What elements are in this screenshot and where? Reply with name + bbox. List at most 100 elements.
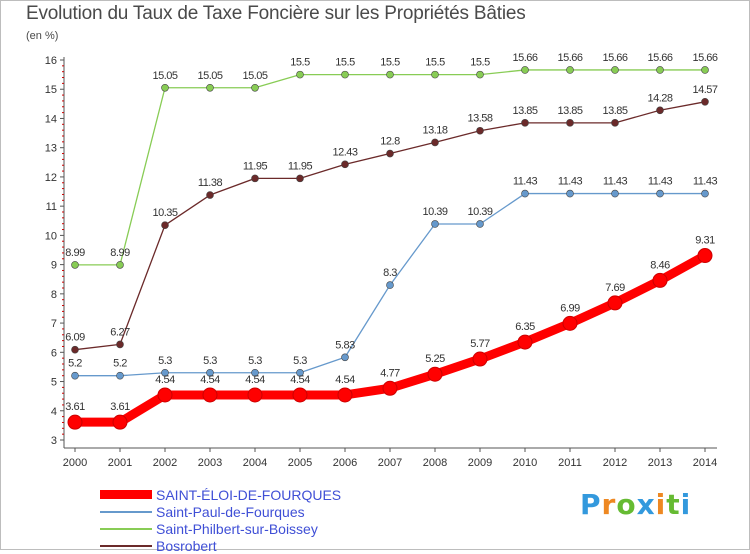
data-point bbox=[611, 119, 619, 127]
x-tick-label: 2002 bbox=[153, 457, 177, 469]
series-layer bbox=[67, 66, 713, 430]
data-label: 15.66 bbox=[557, 52, 582, 64]
y-tick-label: 15 bbox=[45, 84, 57, 96]
data-label: 11.43 bbox=[693, 176, 718, 188]
logo-letter: P bbox=[580, 488, 602, 521]
data-label: 14.28 bbox=[647, 92, 672, 104]
data-point bbox=[566, 66, 574, 74]
data-point bbox=[566, 189, 574, 198]
data-label: 8.99 bbox=[110, 247, 130, 259]
chart-unit-label: (en %) bbox=[26, 30, 59, 42]
data-point bbox=[71, 261, 79, 269]
y-tick-label: 4 bbox=[51, 406, 57, 418]
data-point bbox=[521, 119, 529, 127]
data-point bbox=[431, 138, 439, 147]
data-point bbox=[206, 191, 214, 199]
data-label: 10.39 bbox=[467, 206, 492, 218]
data-point bbox=[116, 371, 124, 380]
logo-letter: o bbox=[616, 488, 637, 521]
data-point bbox=[337, 387, 353, 403]
data-label: 7.69 bbox=[605, 282, 625, 294]
data-label: 4.54 bbox=[200, 374, 220, 386]
data-label: 15.66 bbox=[647, 52, 672, 64]
data-label: 5.83 bbox=[335, 339, 355, 351]
data-label: 14.57 bbox=[692, 84, 717, 96]
data-label: 5.77 bbox=[470, 338, 490, 350]
data-label: 5.2 bbox=[68, 358, 82, 370]
data-label: 5.3 bbox=[158, 355, 172, 367]
data-label: 15.05 bbox=[242, 70, 267, 82]
data-point bbox=[386, 70, 394, 79]
chart-title: Evolution du Taux de Taxe Foncière sur l… bbox=[26, 3, 526, 24]
data-point bbox=[296, 368, 304, 377]
data-point bbox=[386, 281, 394, 289]
data-label: 11.43 bbox=[648, 176, 673, 188]
data-point bbox=[431, 220, 439, 228]
data-label: 13.85 bbox=[557, 105, 582, 117]
x-tick-label: 2007 bbox=[378, 457, 402, 469]
data-label: 11.95 bbox=[243, 160, 268, 172]
data-point bbox=[607, 295, 623, 311]
data-point bbox=[116, 340, 124, 349]
data-point bbox=[206, 83, 214, 92]
x-tick-label: 2010 bbox=[513, 457, 537, 469]
data-label: 5.25 bbox=[425, 353, 445, 365]
data-label: 13.18 bbox=[422, 124, 447, 136]
y-tick-label: 16 bbox=[45, 55, 57, 67]
series-0 bbox=[67, 248, 713, 430]
data-point bbox=[701, 66, 709, 74]
data-label: 15.66 bbox=[602, 52, 627, 64]
data-point bbox=[71, 371, 79, 380]
data-point bbox=[656, 106, 664, 115]
data-point bbox=[476, 126, 484, 135]
y-tick-label: 10 bbox=[45, 230, 57, 242]
data-label: 4.54 bbox=[335, 374, 355, 386]
data-point bbox=[521, 66, 529, 74]
data-label: 11.38 bbox=[198, 177, 223, 189]
data-label: 13.85 bbox=[512, 105, 537, 117]
data-point bbox=[157, 387, 173, 403]
data-point bbox=[701, 189, 709, 198]
x-tick-label: 2001 bbox=[108, 457, 132, 469]
data-label: 3.61 bbox=[110, 401, 130, 413]
data-point bbox=[112, 414, 128, 430]
x-tick-label: 2011 bbox=[558, 457, 582, 469]
data-label: 15.66 bbox=[692, 52, 717, 64]
x-tick-label: 2012 bbox=[603, 457, 627, 469]
data-point bbox=[427, 366, 443, 382]
data-label: 10.39 bbox=[422, 206, 447, 218]
data-point bbox=[202, 387, 218, 403]
data-label: 15.5 bbox=[380, 57, 400, 69]
legend: SAINT-ÉLOI-DE-FOURQUES Saint-Paul-de-Four… bbox=[100, 486, 341, 554]
data-label: 5.3 bbox=[293, 355, 307, 367]
data-point bbox=[562, 315, 578, 331]
data-point bbox=[341, 353, 349, 362]
y-tick-label: 11 bbox=[46, 201, 57, 213]
x-tick-label: 2013 bbox=[648, 457, 672, 469]
data-label: 11.95 bbox=[288, 160, 313, 172]
data-label: 9.31 bbox=[695, 235, 715, 247]
legend-item: Bosrobert bbox=[100, 537, 341, 554]
data-point bbox=[476, 220, 484, 228]
x-tick-label: 2003 bbox=[198, 457, 222, 469]
data-point bbox=[611, 66, 619, 74]
series-1 bbox=[71, 189, 709, 380]
data-point bbox=[386, 149, 394, 158]
data-label: 8.3 bbox=[383, 267, 397, 279]
data-label: 6.99 bbox=[560, 302, 580, 314]
legend-item: Saint-Philbert-sur-Boissey bbox=[100, 520, 341, 537]
series-3 bbox=[71, 98, 709, 354]
data-label: 15.5 bbox=[470, 57, 490, 69]
data-label: 4.54 bbox=[155, 374, 175, 386]
data-point bbox=[517, 334, 533, 350]
data-label: 3.61 bbox=[65, 401, 85, 413]
legend-item: SAINT-ÉLOI-DE-FOURQUES bbox=[100, 486, 341, 503]
data-point bbox=[701, 98, 709, 106]
data-point bbox=[341, 160, 349, 169]
y-tick-label: 9 bbox=[51, 260, 57, 272]
data-label: 15.5 bbox=[290, 57, 310, 69]
data-label: 12.8 bbox=[380, 136, 400, 148]
logo-letter: r bbox=[601, 488, 617, 521]
x-tick-label: 2004 bbox=[243, 457, 267, 469]
